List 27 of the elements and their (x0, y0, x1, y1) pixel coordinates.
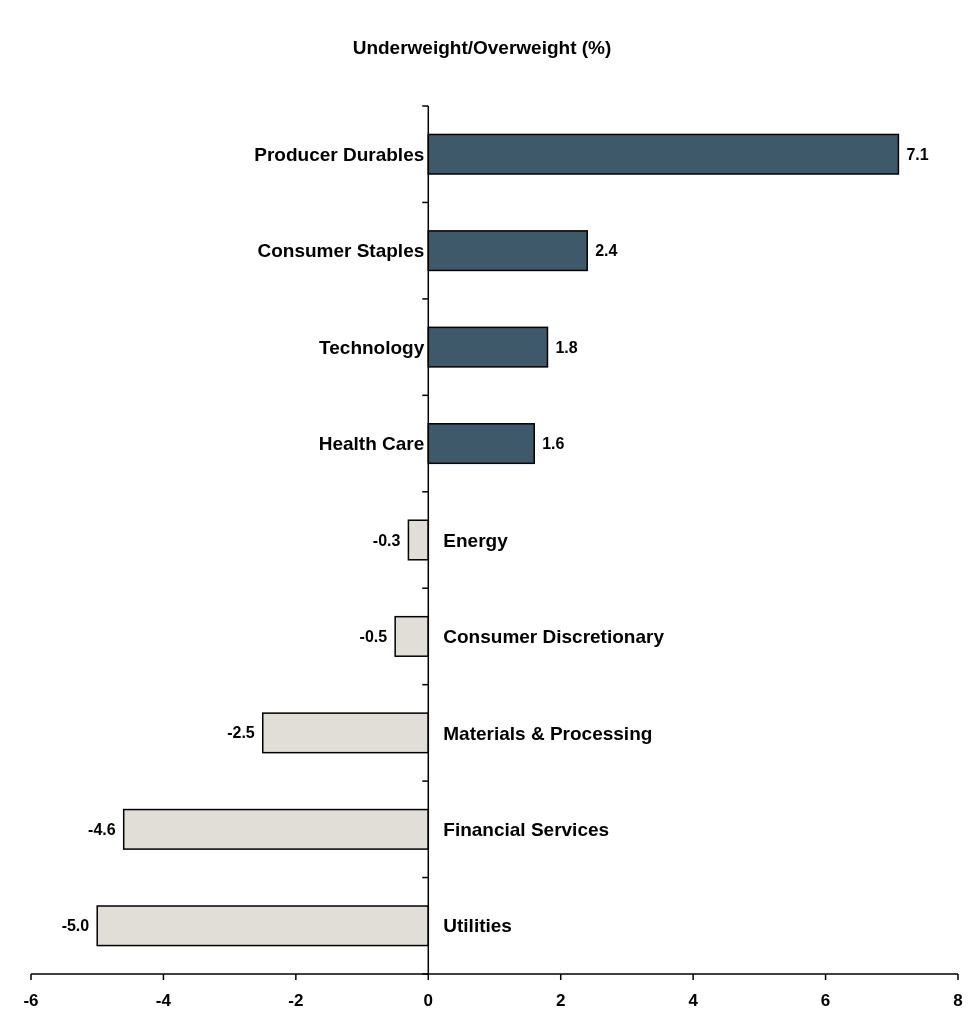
y-tick-label: Utilities (443, 915, 512, 937)
data-label: 2.4 (595, 242, 618, 260)
x-tick-label: 4 (688, 991, 699, 1010)
data-label: 1.8 (555, 338, 578, 356)
y-tick-label: Technology (319, 336, 425, 358)
y-tick-label: Consumer Staples (257, 240, 425, 262)
y-tick-label: Producer Durables (254, 143, 425, 165)
x-tick-label: 6 (820, 991, 831, 1010)
data-label: 7.1 (906, 145, 929, 163)
data-label: -0.5 (359, 628, 388, 646)
x-tick-label: 0 (423, 991, 434, 1010)
data-label: -5.0 (61, 917, 90, 935)
x-tick-label: -4 (155, 991, 172, 1010)
y-tick-label: Consumer Discretionary (443, 626, 665, 648)
y-tick-label: Materials & Processing (443, 722, 653, 744)
data-label: -2.5 (227, 724, 255, 742)
chart-title: Underweight/Overweight (%) (352, 37, 612, 58)
data-label: -4.6 (88, 820, 116, 838)
x-tick-label: -2 (288, 991, 304, 1010)
y-tick-label: Health Care (318, 433, 425, 455)
x-tick-label: 2 (555, 991, 566, 1010)
data-label: -0.3 (372, 531, 401, 549)
x-tick-label: 8 (953, 991, 963, 1010)
y-tick-label: Energy (443, 529, 509, 551)
data-label: 1.6 (542, 435, 565, 453)
y-tick-label: Financial Services (443, 818, 610, 840)
x-tick-label: -6 (23, 991, 39, 1010)
